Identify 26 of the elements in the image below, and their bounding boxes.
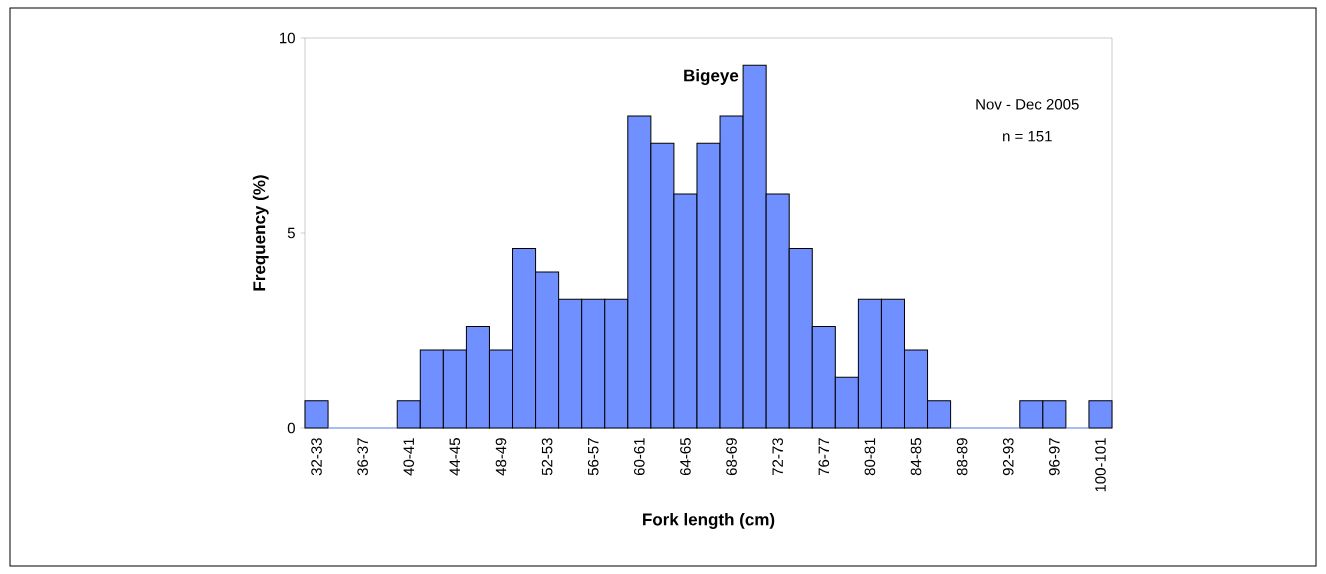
x-tick-label: 84-85 [910, 438, 922, 476]
y-tick-label: 5 [287, 227, 295, 239]
x-tick-label: 52-53 [541, 438, 553, 476]
x-tick-label: 76-77 [818, 438, 830, 476]
annotation: n = 151 [1003, 131, 1052, 142]
x-tick-label: 68-69 [726, 438, 737, 476]
x-tick-label: 72-73 [772, 438, 783, 476]
x-tick-label: 56-57 [587, 438, 599, 476]
x-tick-label: 32-33 [311, 438, 322, 476]
x-axis-title: Fork length (cm) [643, 512, 775, 529]
x-tick-label: 80-81 [864, 438, 876, 476]
x-tick-label: 100-101 [1095, 438, 1106, 492]
x-tick-label: 44-45 [449, 438, 461, 476]
x-tick-label: 64-65 [680, 438, 691, 476]
x-tick-label: 60-61 [634, 438, 645, 476]
y-tick-label: 0 [287, 422, 295, 434]
x-tick-label: 96-97 [1049, 438, 1060, 476]
y-tick-label: 10 [280, 32, 295, 44]
x-tick-label: 48-49 [495, 438, 507, 476]
x-tick-label: 36-37 [357, 438, 368, 476]
y-axis-title: Frequency (%) [252, 175, 269, 291]
x-tick-label: 88-89 [956, 438, 968, 476]
x-tick-label: 92-93 [1002, 438, 1014, 476]
annotation: Nov - Dec 2005 [976, 98, 1079, 110]
x-tick-label: 40-41 [403, 438, 415, 476]
text: Bigeye [684, 69, 739, 85]
